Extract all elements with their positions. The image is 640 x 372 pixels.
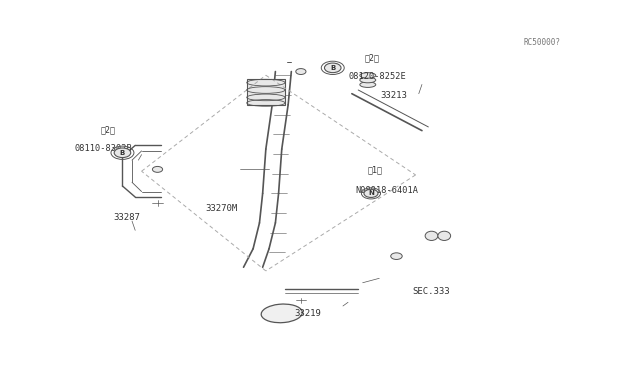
Ellipse shape [261, 304, 302, 323]
Ellipse shape [438, 231, 451, 240]
Text: （2）: （2） [100, 125, 115, 134]
Ellipse shape [360, 73, 376, 78]
Text: B: B [120, 150, 125, 156]
Circle shape [324, 63, 341, 73]
Circle shape [296, 68, 306, 74]
Ellipse shape [360, 77, 376, 83]
Text: N: N [368, 190, 374, 196]
Circle shape [152, 166, 163, 172]
Ellipse shape [360, 82, 376, 87]
Circle shape [391, 253, 402, 260]
Circle shape [364, 189, 378, 198]
Text: 33287: 33287 [113, 213, 140, 222]
Polygon shape [246, 79, 285, 105]
Text: 33213: 33213 [381, 91, 408, 100]
Text: SEC.333: SEC.333 [412, 287, 450, 296]
Text: 33219: 33219 [294, 309, 321, 318]
Text: RC50000?: RC50000? [524, 38, 561, 47]
Text: 33270M: 33270M [205, 203, 237, 213]
Circle shape [114, 148, 131, 158]
Text: B: B [330, 65, 335, 71]
Text: 08110-8302B: 08110-8302B [75, 144, 132, 153]
Text: （2）: （2） [365, 53, 380, 62]
Text: N08918-6401A: N08918-6401A [355, 186, 418, 195]
Text: 08120-8252E: 08120-8252E [349, 71, 406, 81]
Ellipse shape [425, 231, 438, 240]
Text: （1）: （1） [368, 166, 383, 175]
